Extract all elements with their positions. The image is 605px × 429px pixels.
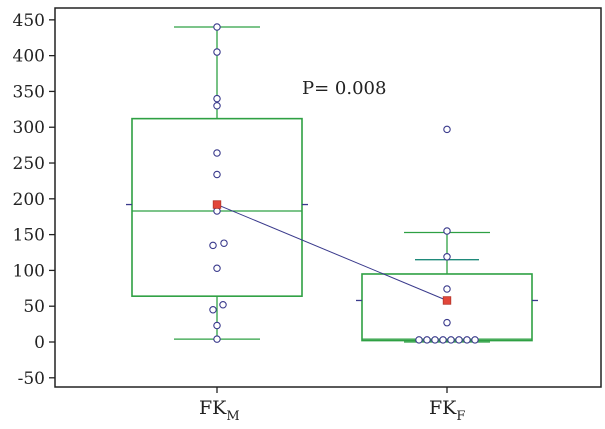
category-main-text: FK bbox=[199, 397, 227, 419]
box-group-1 bbox=[126, 26, 308, 340]
data-point bbox=[219, 301, 227, 309]
data-point bbox=[415, 336, 423, 344]
data-point bbox=[213, 149, 221, 157]
boxes-layer bbox=[126, 26, 538, 343]
x-category-label: FKF bbox=[429, 397, 465, 424]
data-point bbox=[213, 335, 221, 343]
data-point bbox=[213, 94, 221, 103]
data-point bbox=[439, 336, 447, 344]
data-point bbox=[443, 125, 451, 134]
y-tick-label: 100 bbox=[13, 261, 45, 281]
mean-marker bbox=[442, 296, 452, 305]
data-point bbox=[423, 336, 431, 344]
data-point bbox=[213, 321, 221, 330]
y-tick-label: 200 bbox=[13, 190, 45, 210]
mean-marker bbox=[212, 200, 222, 209]
plot-frame bbox=[54, 7, 602, 388]
data-point bbox=[213, 23, 221, 31]
category-subscript: M bbox=[226, 409, 239, 424]
points-layer bbox=[209, 23, 479, 344]
y-tick-label: 150 bbox=[13, 226, 45, 246]
data-point bbox=[443, 227, 451, 235]
y-tick-label: 450 bbox=[13, 11, 45, 31]
data-point bbox=[443, 253, 451, 261]
data-point bbox=[447, 336, 455, 344]
plot-axes bbox=[54, 7, 602, 388]
data-point bbox=[213, 207, 221, 215]
y-tick-label: 350 bbox=[13, 82, 45, 102]
category-labels: FKM FKF bbox=[199, 397, 465, 424]
data-point bbox=[213, 48, 221, 56]
y-axis-ticks: -50 0 50 100 150 200 250 300 350 400 450 bbox=[13, 11, 448, 393]
data-point bbox=[213, 170, 221, 179]
category-main-text: FK bbox=[429, 397, 457, 419]
data-point bbox=[455, 336, 463, 344]
data-point bbox=[220, 239, 228, 247]
y-tick-label: -50 bbox=[18, 369, 45, 389]
data-point bbox=[443, 285, 451, 293]
y-tick-label: 0 bbox=[34, 333, 45, 353]
data-point bbox=[443, 318, 451, 327]
data-point bbox=[463, 336, 471, 344]
data-point bbox=[209, 306, 217, 314]
box-iqr bbox=[131, 117, 303, 297]
x-category-label: FKM bbox=[199, 397, 240, 424]
data-point bbox=[431, 336, 439, 344]
y-tick-label: 50 bbox=[23, 297, 45, 317]
data-point bbox=[471, 336, 479, 344]
y-tick-label: 250 bbox=[13, 154, 45, 174]
mean-connector-line bbox=[216, 204, 448, 301]
y-tick-label: 300 bbox=[13, 118, 45, 138]
box-iqr bbox=[361, 273, 533, 342]
y-tick-label: 400 bbox=[13, 47, 45, 67]
data-point bbox=[209, 241, 217, 250]
data-point bbox=[213, 264, 221, 273]
p-value-annotation: P= 0.008 bbox=[302, 78, 386, 99]
data-point bbox=[213, 102, 221, 110]
category-subscript: F bbox=[456, 409, 465, 424]
